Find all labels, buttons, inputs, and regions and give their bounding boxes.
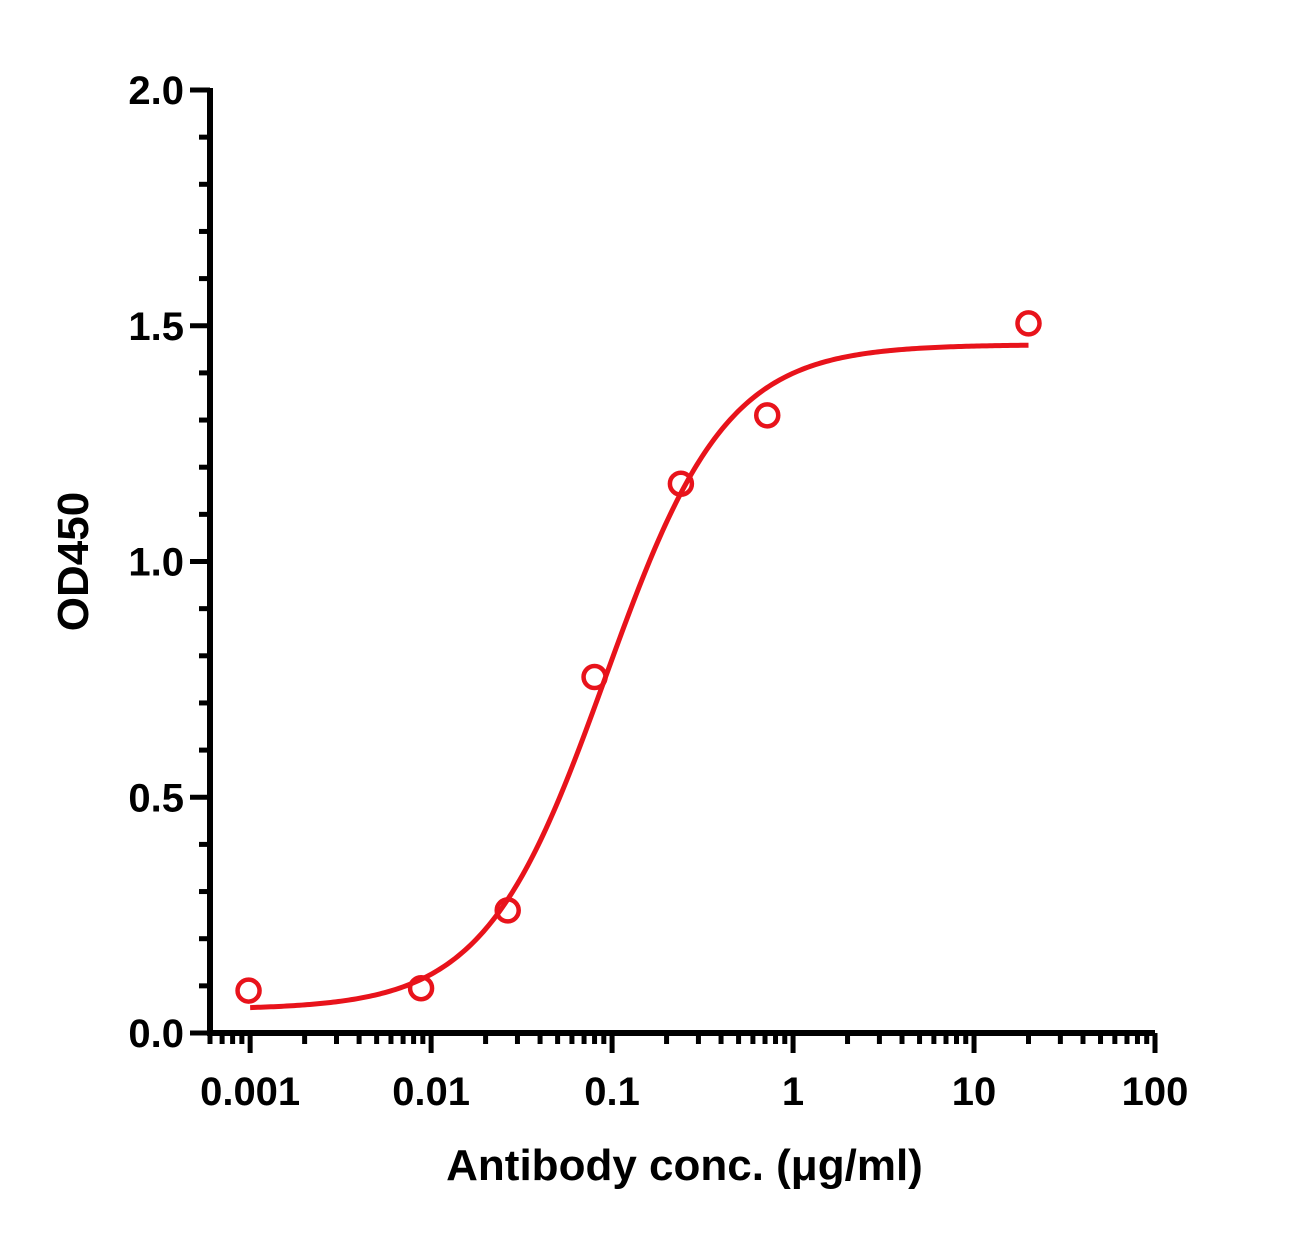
data-point bbox=[581, 663, 608, 691]
y-tick-label: 0.5 bbox=[128, 776, 184, 820]
data-point bbox=[235, 977, 262, 1004]
x-tick-label: 10 bbox=[952, 1070, 997, 1114]
fit-curve bbox=[250, 342, 1029, 1011]
data-point bbox=[494, 897, 521, 924]
data-points-layer bbox=[235, 310, 1042, 1004]
x-tick-label: 0.1 bbox=[584, 1070, 640, 1114]
data-point bbox=[667, 470, 695, 497]
x-tick-label: 1 bbox=[782, 1070, 804, 1114]
y-tick-label: 1.0 bbox=[128, 541, 184, 585]
y-tick-label: 2.0 bbox=[128, 69, 184, 113]
x-tick-label: 100 bbox=[1122, 1070, 1189, 1114]
data-point bbox=[1015, 310, 1042, 337]
y-tick-label: 0.0 bbox=[128, 1012, 184, 1056]
labels-layer: 0.0 0.5 1.0 1.5 2.0 0.001 0.01 0.1 1 10 100 Antibod… bbox=[49, 69, 1188, 1190]
data-point bbox=[407, 974, 435, 1002]
fit-curve-layer bbox=[250, 342, 1029, 1011]
axes-layer bbox=[190, 87, 1158, 1053]
x-tick-label: 0.001 bbox=[200, 1070, 300, 1114]
y-tick-label: 1.5 bbox=[128, 305, 184, 349]
data-point bbox=[753, 402, 781, 429]
y-axis-title: OD450 bbox=[49, 492, 98, 631]
x-tick-label: 0.01 bbox=[392, 1070, 470, 1114]
x-axis-title: Antibody conc. (μg/ml) bbox=[446, 1141, 923, 1190]
